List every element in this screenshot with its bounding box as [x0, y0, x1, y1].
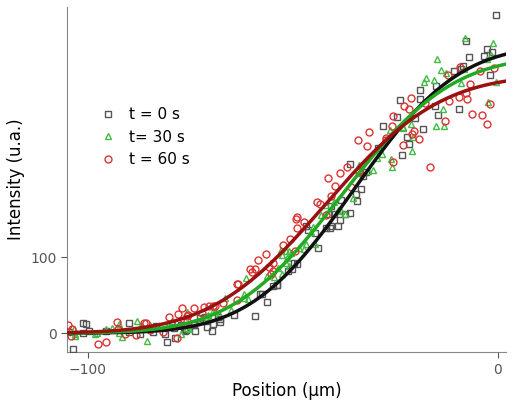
t = 60 s: [457, 65, 463, 70]
t = 60 s: [456, 94, 462, 99]
t = 0 s: [70, 346, 76, 351]
t= 30 s: [144, 339, 150, 344]
t = 0 s: [484, 47, 490, 52]
t= 30 s: [490, 40, 497, 45]
t = 60 s: [479, 112, 485, 117]
t = 60 s: [95, 342, 101, 347]
t = 60 s: [201, 305, 207, 310]
t= 30 s: [356, 163, 362, 168]
X-axis label: Position (μm): Position (μm): [232, 382, 342, 400]
t = 0 s: [360, 173, 366, 178]
Line: t = 0 s: t = 0 s: [66, 11, 499, 352]
t = 0 s: [417, 88, 423, 92]
t= 30 s: [488, 53, 494, 57]
t = 0 s: [215, 315, 222, 319]
t = 0 s: [489, 49, 496, 54]
t = 60 s: [388, 123, 394, 128]
t= 30 s: [71, 326, 77, 331]
Y-axis label: Intensity (u.a.): Intensity (u.a.): [7, 119, 25, 240]
Line: t= 30 s: t= 30 s: [71, 34, 499, 344]
Legend: t = 0 s, t= 30 s, t = 60 s: t = 0 s, t= 30 s, t = 60 s: [92, 101, 196, 173]
t= 30 s: [222, 296, 228, 301]
t= 30 s: [443, 71, 449, 76]
t= 30 s: [434, 56, 440, 61]
t = 0 s: [458, 66, 464, 71]
t = 0 s: [103, 328, 109, 333]
Line: t = 60 s: t = 60 s: [65, 64, 498, 348]
t = 60 s: [115, 327, 121, 332]
t = 0 s: [86, 328, 92, 333]
t= 30 s: [462, 35, 468, 40]
t = 60 s: [469, 112, 476, 117]
t = 60 s: [484, 121, 490, 126]
t = 60 s: [133, 333, 140, 337]
t= 30 s: [72, 332, 78, 337]
t = 0 s: [492, 13, 499, 18]
